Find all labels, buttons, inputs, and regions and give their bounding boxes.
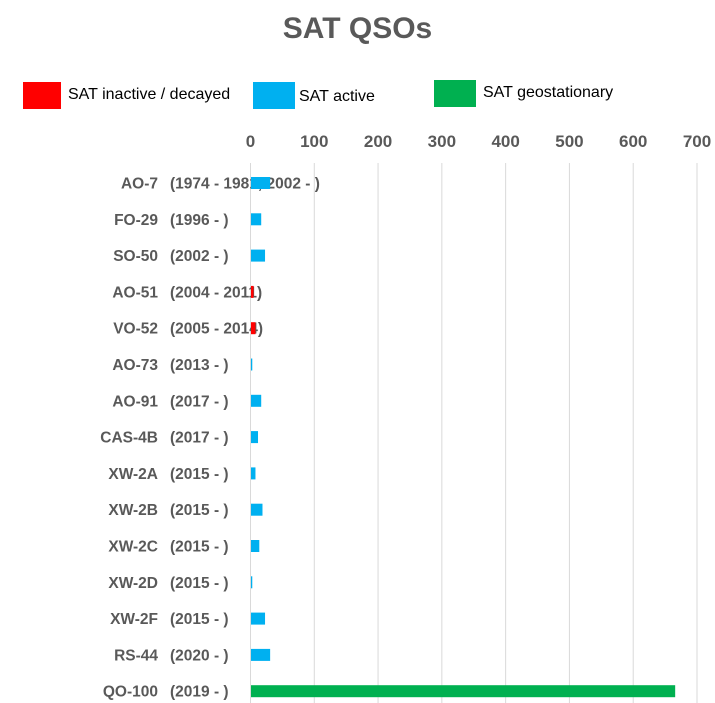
bar [251,467,256,480]
category-period-label: (2017 - ) [170,393,229,410]
category-name-label: FO-29 [114,212,158,229]
category-period-label: (2013 - ) [170,357,229,374]
x-tick-label: 700 [683,132,711,151]
x-tick-label: 500 [555,132,583,151]
category-period-label: (1996 - ) [170,212,229,229]
chart-title: SAT QSOs [282,12,433,45]
category-name-label: RS-44 [114,647,158,664]
category-period-label: (2015 - ) [170,466,229,483]
legend-label-inactive: SAT inactive / decayed [68,86,231,103]
bar [251,394,262,407]
bar [251,612,266,625]
category-name-label: XW-2F [110,611,158,628]
legend-swatch-geostationary [434,80,476,107]
x-tick-label: 400 [491,132,519,151]
category-name-label: SO-50 [113,248,158,265]
bar [251,503,263,516]
category-name-label: QO-100 [103,684,158,701]
bar [251,358,253,371]
bar [251,322,256,335]
x-tick-label: 600 [619,132,647,151]
legend-label-geostationary: SAT geostationary [483,84,614,101]
category-period-label: (2015 - ) [170,611,229,628]
bar [251,285,254,298]
bar [251,648,271,661]
category-period-label: (2017 - ) [170,430,229,447]
bar [251,177,271,189]
bar [251,431,259,444]
category-period-label: (2002 - ) [170,248,229,265]
category-name-label: CAS-4B [100,430,158,447]
bar [251,540,260,552]
x-tick-label: 200 [364,132,392,151]
category-name-label: AO-73 [112,357,158,374]
category-name-label: XW-2C [108,539,158,556]
x-tick-label: 300 [428,132,456,151]
category-period-label: (2015 - ) [170,539,229,556]
x-tick-label: 100 [300,132,328,151]
category-name-label: AO-7 [121,176,158,193]
x-tick-label: 0 [246,132,255,151]
category-period-label: (2015 - ) [170,575,229,592]
category-name-label: AO-51 [112,284,158,301]
legend-label-active: SAT active [299,88,375,105]
legend-swatch-active [253,82,295,109]
category-period-label: (2020 - ) [170,647,229,664]
category-period-label: (1974 - 1981, 2002 - ) [170,176,320,193]
category-period-label: (2015 - ) [170,502,229,519]
category-period-label: (2019 - ) [170,684,229,701]
category-name-label: XW-2D [108,575,158,592]
category-name-label: AO-91 [112,393,158,410]
category-period-label: (2004 - 2011) [170,284,262,301]
bar [251,213,262,226]
bar [251,576,253,589]
legend-swatch-inactive [23,82,61,109]
category-name-label: VO-52 [113,321,158,338]
bar [251,685,676,698]
category-period-label: (2005 - 2014) [170,321,263,338]
category-name-label: XW-2A [108,466,158,483]
category-name-label: XW-2B [108,502,158,519]
bar [251,249,266,262]
